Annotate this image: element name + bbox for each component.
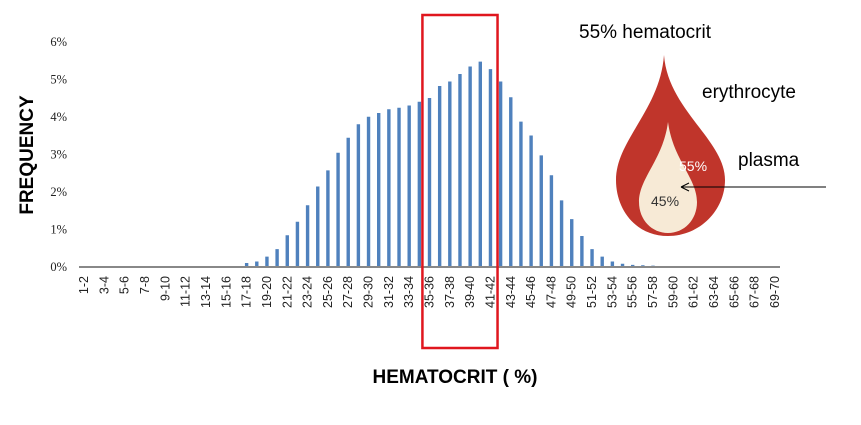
bar: [458, 74, 462, 266]
bars: [244, 61, 655, 266]
x-tick-label: 25-26: [321, 276, 335, 308]
bar: [295, 221, 300, 266]
bar: [305, 205, 310, 266]
bar: [387, 109, 391, 266]
bar: [539, 155, 543, 266]
x-tick-label: 63-64: [707, 276, 721, 308]
y-tick-label: 4%: [50, 110, 67, 124]
x-axis: 1-2 3-4 5-6 7-8 9-10 11-12 13-14 15-16 17-18 19-2…: [77, 276, 782, 308]
bar: [377, 113, 381, 266]
erythrocyte-label: erythrocyte: [702, 82, 796, 103]
blood-drop-illustration: 55% 45%: [616, 55, 826, 236]
x-tick-label: 31-32: [382, 276, 396, 308]
bar: [478, 61, 482, 266]
bar: [437, 86, 442, 266]
bar: [641, 265, 645, 266]
bar: [620, 263, 625, 266]
bar: [326, 170, 330, 266]
bar: [630, 264, 635, 266]
plasma-label: plasma: [738, 150, 800, 171]
bar: [346, 137, 350, 266]
x-tick-label: 47-48: [544, 276, 558, 308]
bar: [590, 249, 594, 266]
x-tick-label: 59-60: [666, 276, 680, 308]
x-tick-label: 27-28: [341, 276, 355, 308]
annotation-title: 55% hematocrit: [579, 22, 712, 43]
y-tick-label: 6%: [50, 35, 67, 49]
bar: [265, 256, 269, 266]
erythrocyte-percent: 55%: [679, 158, 707, 174]
x-tick-label: 17-18: [240, 276, 254, 308]
y-tick-label: 3%: [50, 148, 67, 162]
bar: [610, 261, 615, 266]
bar: [498, 81, 503, 266]
y-tick-label: 5%: [50, 73, 67, 87]
x-tick-label: 57-58: [646, 276, 660, 308]
bar: [427, 98, 432, 266]
bar: [417, 101, 422, 266]
x-tick-label: 55-56: [626, 276, 640, 308]
x-tick-label: 33-34: [402, 276, 416, 308]
x-tick-label: 5-6: [118, 276, 132, 294]
bar: [448, 81, 452, 266]
x-tick-label: 35-36: [423, 276, 437, 308]
x-tick-label: 13-14: [199, 276, 213, 308]
plasma-drop: [639, 122, 697, 233]
bar: [529, 135, 533, 266]
x-tick-label: 43-44: [504, 276, 518, 308]
bar: [275, 249, 279, 266]
plasma-pointer-arrowhead: [680, 182, 690, 192]
x-tick-label: 1-2: [77, 276, 91, 294]
bar: [570, 219, 574, 266]
y-axis-title: FREQUENCY: [17, 95, 38, 215]
bar: [600, 256, 604, 266]
x-tick-label: 45-46: [524, 276, 538, 308]
x-tick-label: 39-40: [463, 276, 477, 308]
bar: [244, 263, 249, 266]
bar: [316, 186, 320, 266]
x-tick-label: 9-10: [158, 276, 172, 301]
x-tick-label: 23-24: [301, 276, 315, 308]
x-tick-label: 7-8: [138, 276, 152, 294]
bar: [336, 152, 340, 266]
x-tick-label: 41-42: [483, 276, 497, 308]
x-tick-label: 65-66: [727, 276, 741, 308]
y-tick-label: 2%: [50, 185, 67, 199]
bar: [255, 261, 259, 266]
bar: [580, 236, 584, 266]
x-tick-label: 29-30: [362, 276, 376, 308]
bar: [366, 116, 371, 266]
x-axis-title: HEMATOCRIT ( %): [372, 367, 537, 388]
highlight-box: [421, 13, 499, 350]
x-tick-label: 15-16: [219, 276, 233, 308]
bar: [407, 105, 411, 266]
bar: [468, 66, 472, 266]
x-tick-label: 21-22: [280, 276, 294, 308]
x-tick-label: 37-38: [443, 276, 457, 308]
x-tick-label: 19-20: [260, 276, 274, 308]
x-tick-label: 67-68: [748, 276, 762, 308]
x-tick-label: 61-62: [687, 276, 701, 308]
bar: [509, 97, 513, 266]
plasma-percent: 45%: [651, 193, 679, 209]
x-tick-label: 69-70: [768, 276, 782, 308]
x-tick-label: 49-50: [565, 276, 579, 308]
x-tick-label: 51-52: [585, 276, 599, 308]
y-axis: 0% 1% 2% 3% 4% 5% 6%: [50, 35, 67, 274]
x-tick-label: 3-4: [97, 276, 111, 294]
bar: [549, 175, 554, 266]
x-tick-label: 11-12: [179, 276, 193, 307]
y-tick-label: 0%: [50, 260, 67, 274]
bar: [356, 124, 361, 266]
bar: [397, 107, 401, 266]
x-tick-label: 53-54: [605, 276, 619, 308]
bar: [519, 121, 523, 266]
bar: [285, 235, 289, 266]
bar: [488, 69, 493, 266]
bar: [559, 200, 564, 266]
y-tick-label: 1%: [50, 223, 67, 237]
